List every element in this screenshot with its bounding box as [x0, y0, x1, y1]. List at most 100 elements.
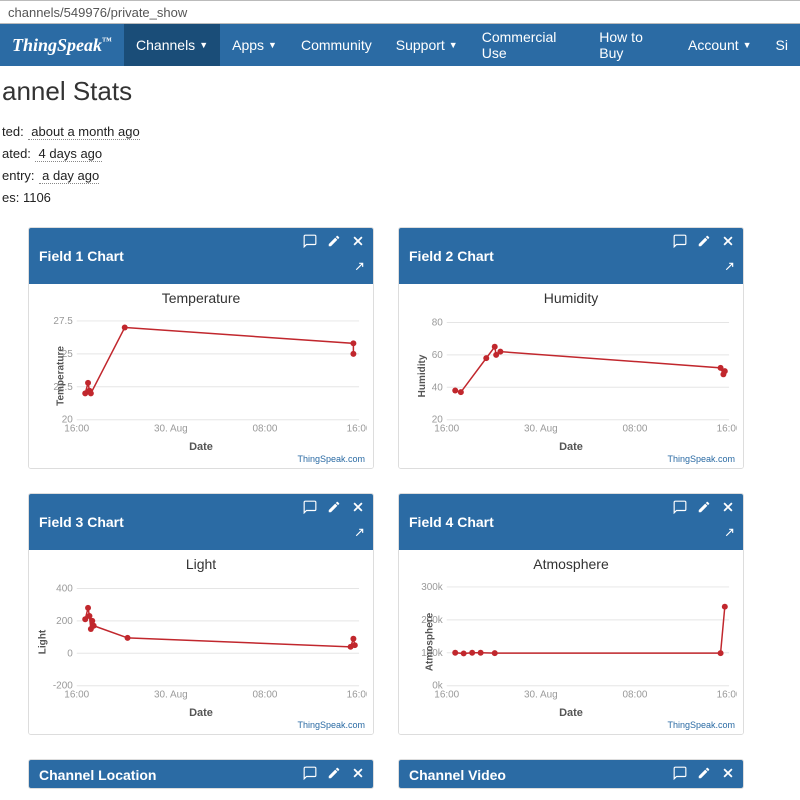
- nav-item-support[interactable]: Support▼: [384, 24, 470, 66]
- chart-svg: 0k100k200k300k16:0030. Aug08:0016:00: [405, 574, 737, 704]
- chart-title: Humidity: [405, 290, 737, 306]
- edit-icon[interactable]: [327, 500, 341, 517]
- svg-text:200: 200: [56, 616, 73, 627]
- svg-text:0: 0: [67, 649, 73, 660]
- svg-text:27.5: 27.5: [53, 316, 73, 327]
- expand-icon[interactable]: [351, 527, 365, 544]
- comment-icon[interactable]: [303, 234, 317, 251]
- edit-icon[interactable]: [327, 766, 341, 783]
- chart-panel: Channel Location: [28, 759, 374, 789]
- chart-title: Light: [35, 556, 367, 572]
- svg-text:16:00: 16:00: [717, 424, 737, 435]
- stat-key: ted:: [2, 124, 24, 139]
- chart-attribution[interactable]: ThingSpeak.com: [667, 454, 735, 464]
- brand-tm: ™: [102, 36, 112, 47]
- y-axis-label: Atmosphere: [425, 613, 436, 671]
- expand-icon[interactable]: [721, 261, 735, 278]
- comment-icon[interactable]: [673, 234, 687, 251]
- comment-icon[interactable]: [673, 766, 687, 783]
- nav-item-how-to-buy[interactable]: How to Buy: [587, 24, 676, 66]
- chart-panel: Field 2 ChartHumidityHumidity2040608016:…: [398, 227, 744, 469]
- stat-value: a day ago: [39, 168, 100, 184]
- svg-text:16:00: 16:00: [434, 690, 459, 701]
- edit-icon[interactable]: [697, 766, 711, 783]
- nav-item-account[interactable]: Account▼: [676, 24, 764, 66]
- svg-text:08:00: 08:00: [623, 690, 648, 701]
- edit-icon[interactable]: [697, 500, 711, 517]
- svg-text:16:00: 16:00: [717, 690, 737, 701]
- chart-svg: 2022.52527.516:0030. Aug08:0016:00: [35, 308, 367, 438]
- chart-body: HumidityHumidity2040608016:0030. Aug08:0…: [399, 284, 743, 468]
- close-icon[interactable]: [721, 500, 735, 517]
- channel-stats: ted: about a month agoated: 4 days agoen…: [0, 121, 800, 209]
- chart-title: Temperature: [35, 290, 367, 306]
- close-icon[interactable]: [721, 234, 735, 251]
- svg-text:80: 80: [432, 318, 444, 329]
- chart-body: LightLight-200020040016:0030. Aug08:0016…: [29, 550, 373, 734]
- comment-icon[interactable]: [303, 766, 317, 783]
- nav-item-apps[interactable]: Apps▼: [220, 24, 289, 66]
- panel-header: Field 3 Chart: [29, 494, 373, 550]
- stat-value: about a month ago: [28, 124, 140, 140]
- y-axis-label: Temperature: [55, 346, 66, 406]
- panel-header: Channel Location: [29, 760, 373, 789]
- stat-key: ated:: [2, 146, 31, 161]
- close-icon[interactable]: [721, 766, 735, 783]
- chart-title: Atmosphere: [405, 556, 737, 572]
- svg-text:16:00: 16:00: [434, 424, 459, 435]
- panel-header: Field 4 Chart: [399, 494, 743, 550]
- y-axis-label: Light: [38, 630, 49, 654]
- edit-icon[interactable]: [697, 234, 711, 251]
- panel-header: Field 2 Chart: [399, 228, 743, 284]
- x-axis-label: Date: [405, 441, 737, 453]
- nav-item-si[interactable]: Si: [764, 24, 800, 66]
- x-axis-label: Date: [35, 707, 367, 719]
- chart-panel: Field 4 ChartAtmosphereAtmosphere0k100k2…: [398, 493, 744, 735]
- chart-panel: Channel Video: [398, 759, 744, 789]
- nav-item-channels[interactable]: Channels▼: [124, 24, 220, 66]
- chart-svg: 2040608016:0030. Aug08:0016:00: [405, 308, 737, 438]
- chart-attribution[interactable]: ThingSpeak.com: [297, 720, 365, 730]
- svg-text:16:00: 16:00: [347, 424, 367, 435]
- svg-text:30. Aug: 30. Aug: [154, 424, 188, 435]
- svg-text:400: 400: [56, 584, 73, 595]
- page-title: annel Stats: [0, 76, 800, 107]
- stat-value: 1106: [19, 190, 51, 205]
- nav-item-community[interactable]: Community: [289, 24, 384, 66]
- svg-text:60: 60: [432, 350, 444, 361]
- chart-panel: Field 1 ChartTemperatureTemperature2022.…: [28, 227, 374, 469]
- comment-icon[interactable]: [303, 500, 317, 517]
- close-icon[interactable]: [351, 500, 365, 517]
- panel-header: Field 1 Chart: [29, 228, 373, 284]
- edit-icon[interactable]: [327, 234, 341, 251]
- x-axis-label: Date: [405, 707, 737, 719]
- svg-text:40: 40: [432, 383, 444, 394]
- nav-item-commercial-use[interactable]: Commercial Use: [470, 24, 588, 66]
- chart-grid: Field 1 ChartTemperatureTemperature2022.…: [0, 227, 800, 789]
- address-bar[interactable]: channels/549976/private_show: [0, 0, 800, 24]
- close-icon[interactable]: [351, 766, 365, 783]
- panel-header: Channel Video: [399, 760, 743, 789]
- chart-body: TemperatureTemperature2022.52527.516:003…: [29, 284, 373, 468]
- svg-text:16:00: 16:00: [64, 690, 89, 701]
- expand-icon[interactable]: [721, 527, 735, 544]
- svg-text:300k: 300k: [421, 582, 443, 593]
- brand-logo[interactable]: ThingSpeak™: [0, 35, 124, 56]
- comment-icon[interactable]: [673, 500, 687, 517]
- chart-attribution[interactable]: ThingSpeak.com: [297, 454, 365, 464]
- chart-attribution[interactable]: ThingSpeak.com: [667, 720, 735, 730]
- close-icon[interactable]: [351, 234, 365, 251]
- svg-text:30. Aug: 30. Aug: [524, 690, 558, 701]
- svg-text:30. Aug: 30. Aug: [524, 424, 558, 435]
- chart-svg: -200020040016:0030. Aug08:0016:00: [35, 574, 367, 704]
- navbar: ThingSpeak™ Channels▼Apps▼CommunitySuppo…: [0, 24, 800, 66]
- svg-text:16:00: 16:00: [64, 424, 89, 435]
- svg-text:30. Aug: 30. Aug: [154, 690, 188, 701]
- svg-text:16:00: 16:00: [347, 690, 367, 701]
- y-axis-label: Humidity: [417, 355, 428, 398]
- svg-text:08:00: 08:00: [253, 424, 278, 435]
- svg-text:08:00: 08:00: [623, 424, 648, 435]
- expand-icon[interactable]: [351, 261, 365, 278]
- chart-panel: Field 3 ChartLightLight-200020040016:003…: [28, 493, 374, 735]
- brand-text: ThingSpeak: [12, 35, 102, 55]
